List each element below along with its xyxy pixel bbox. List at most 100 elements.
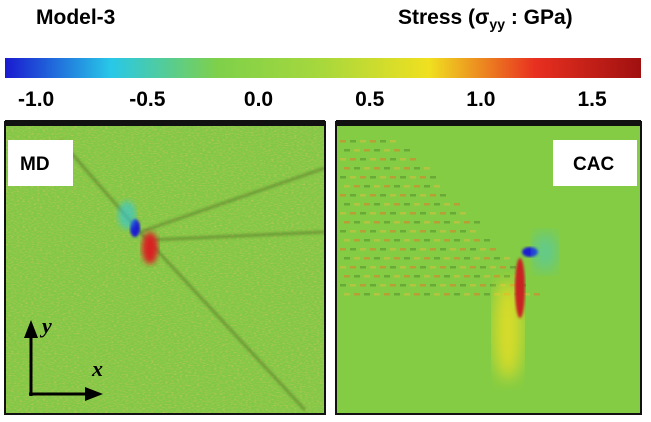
stripe — [390, 266, 396, 269]
stripe — [454, 221, 460, 224]
stripe — [384, 203, 390, 206]
stripe — [390, 284, 396, 287]
stripe — [350, 194, 356, 197]
stripe — [410, 212, 416, 215]
stripe — [420, 284, 426, 287]
stripe — [500, 266, 506, 269]
colorbar-tick-label: 0.0 — [244, 88, 273, 111]
stripe — [380, 230, 386, 233]
stripe — [374, 149, 380, 152]
stripe — [484, 239, 490, 242]
stripe — [464, 275, 470, 278]
stripe — [424, 185, 430, 188]
figure: Model-3 Stress (σyy : GPa) -1.0-0.50.00.… — [0, 0, 651, 417]
stripe — [400, 284, 406, 287]
stripe — [394, 203, 400, 206]
stripe — [420, 248, 426, 251]
stripe — [504, 257, 510, 260]
stripe — [440, 284, 446, 287]
stripe — [450, 248, 456, 251]
stripe — [410, 158, 416, 161]
stripe — [444, 221, 450, 224]
stripe — [344, 275, 350, 278]
stripe — [380, 266, 386, 269]
colorbar-tick-label: -1.0 — [18, 88, 54, 111]
stripe — [384, 257, 390, 260]
stripe — [374, 293, 380, 296]
stripe — [430, 176, 436, 179]
stripe — [384, 185, 390, 188]
stripe — [440, 266, 446, 269]
stripe — [434, 239, 440, 242]
stripe — [340, 194, 346, 197]
stripe — [370, 266, 376, 269]
stripe — [380, 140, 386, 143]
stripe — [430, 230, 436, 233]
stripe — [414, 239, 420, 242]
stripe — [350, 230, 356, 233]
stripe — [394, 149, 400, 152]
stripe — [364, 167, 370, 170]
stripe — [454, 203, 460, 206]
shape: : GPa) — [505, 6, 573, 29]
shape — [118, 201, 136, 229]
stripe — [444, 239, 450, 242]
stripe — [374, 167, 380, 170]
stripe — [354, 203, 360, 206]
stripe — [424, 275, 430, 278]
stripe — [364, 149, 370, 152]
stripe — [444, 293, 450, 296]
stripe — [344, 185, 350, 188]
stripe — [400, 248, 406, 251]
stripe — [370, 140, 376, 143]
panel-label: MD — [20, 154, 50, 175]
stripe — [340, 230, 346, 233]
stripe — [354, 239, 360, 242]
stripe — [344, 293, 350, 296]
stripe — [400, 230, 406, 233]
stripe — [420, 230, 426, 233]
shape — [5, 120, 325, 126]
stripe — [364, 257, 370, 260]
stripe — [394, 221, 400, 224]
stripe — [360, 248, 366, 251]
stripe — [430, 248, 436, 251]
stripe — [384, 239, 390, 242]
stripe — [380, 176, 386, 179]
stripe — [394, 239, 400, 242]
stripe — [490, 248, 496, 251]
stripe — [384, 221, 390, 224]
stripe — [344, 221, 350, 224]
stripe — [464, 293, 470, 296]
stripe — [460, 266, 466, 269]
stripe — [464, 239, 470, 242]
stripe — [434, 257, 440, 260]
stripe — [424, 167, 430, 170]
stripe — [354, 293, 360, 296]
stripe — [440, 230, 446, 233]
stripe — [440, 248, 446, 251]
stripe — [360, 176, 366, 179]
stripe — [424, 203, 430, 206]
stripe — [364, 275, 370, 278]
stripe — [384, 149, 390, 152]
stripe — [450, 284, 456, 287]
stripe — [420, 194, 426, 197]
stripe — [344, 257, 350, 260]
stripe — [430, 266, 436, 269]
stripe — [454, 293, 460, 296]
stripe — [430, 212, 436, 215]
colorbar-tick-label: -0.5 — [129, 88, 166, 111]
stripe — [434, 221, 440, 224]
stripe — [380, 284, 386, 287]
colorbar-tick-label: 1.0 — [466, 88, 495, 111]
stripe — [404, 293, 410, 296]
stripe — [344, 239, 350, 242]
stripe — [414, 185, 420, 188]
stripe — [424, 293, 430, 296]
shape: -1.0-0.50.00.51.01.5 — [18, 88, 607, 111]
stripe — [404, 203, 410, 206]
panel-label: CAC — [573, 154, 614, 175]
stripe — [340, 140, 346, 143]
stripe — [394, 167, 400, 170]
